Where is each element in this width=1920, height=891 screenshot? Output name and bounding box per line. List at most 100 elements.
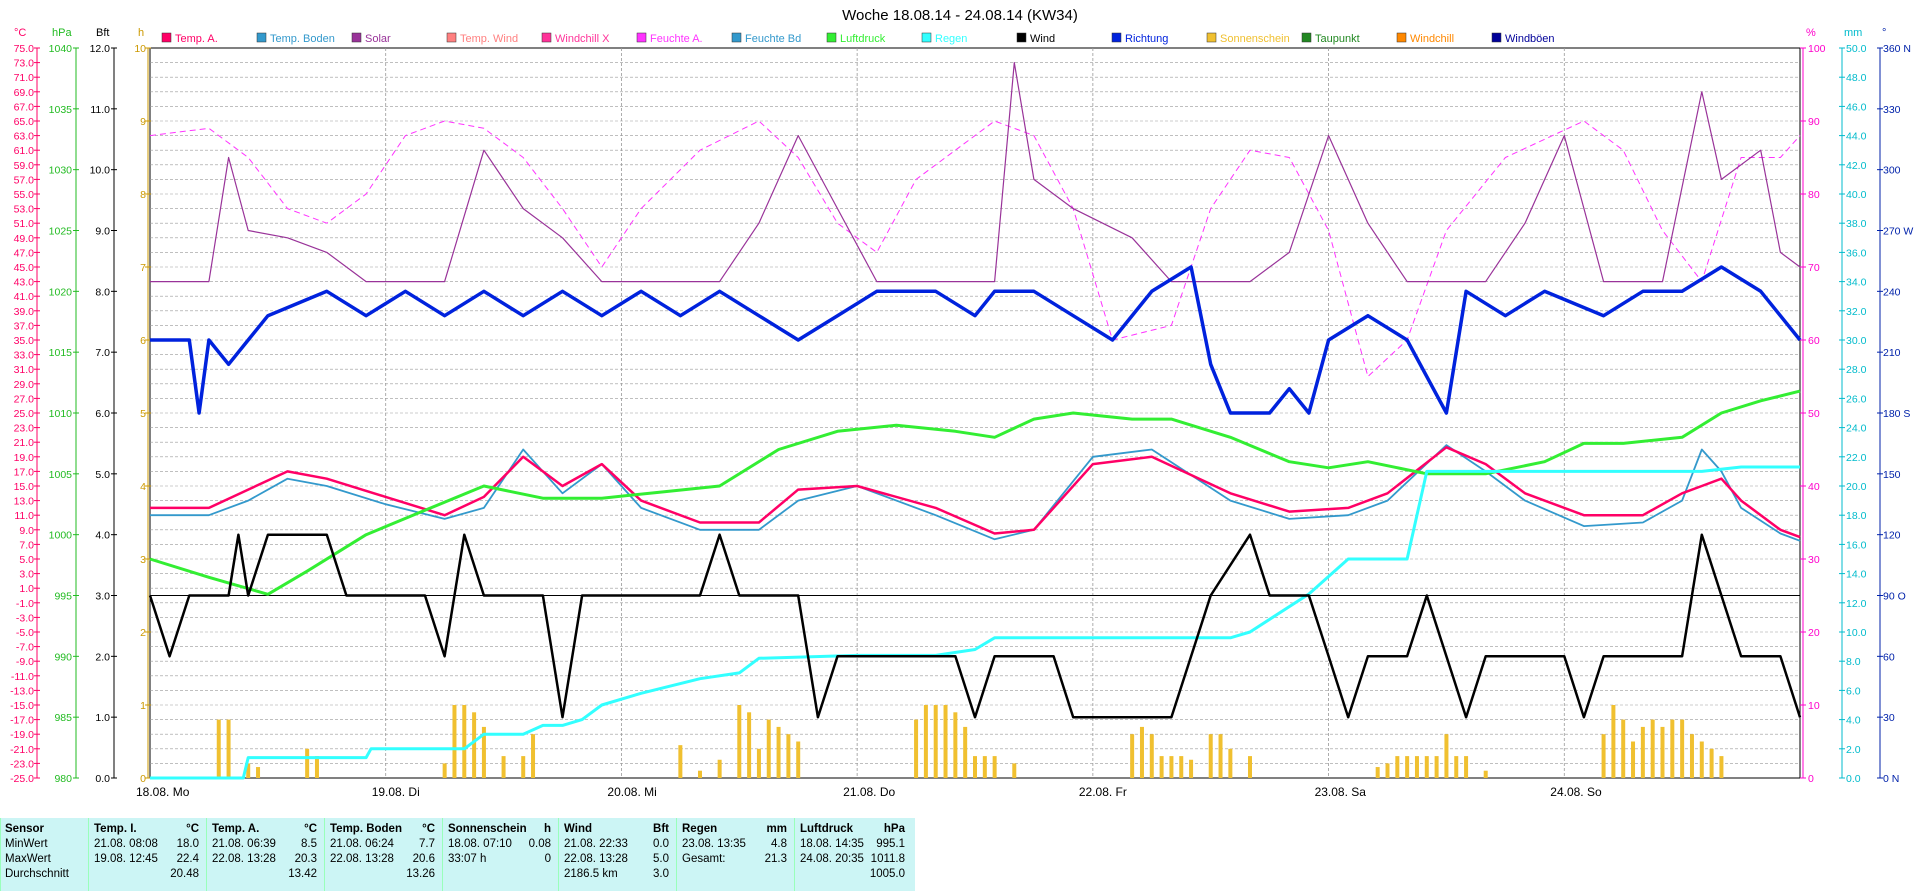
sunshine-bar [1435,756,1439,778]
stats-cell: 8.5 [301,837,317,851]
tick-label: 4.0 [95,530,110,542]
day-label: 20.08. Mi [607,785,656,799]
tick-label: 29.0 [14,379,35,391]
stats-column: Regen mm 23.08. 13:35 4.8 Gesamt: 21.3 [676,818,793,891]
tick-label: 1 [140,700,146,712]
legend-label: Solar [365,33,391,45]
sunshine-bar [1179,756,1183,778]
legend-label: Windchill [1410,33,1454,45]
sunshine-bar [767,720,771,778]
axis-unit: % [1806,27,1816,39]
tick-label: 1010 [49,408,73,420]
stats-cell: 20.3 [295,852,317,866]
tick-label: 32.0 [1846,306,1867,318]
tick-label: 0 [140,773,146,785]
tick-label: 4 [140,481,146,493]
tick-label: 46.0 [1846,101,1867,113]
stats-cell: 1011.8 [871,852,905,866]
stats-cell: Temp. A. [212,822,259,836]
sunshine-bar [737,705,741,778]
stats-column: Temp. I. °C 21.08. 08:08 18.0 19.08. 12:45 22… [88,818,205,891]
tick-label: 26.0 [1846,393,1867,405]
sunshine-bar [1405,756,1409,778]
legend-label: Temp. A. [175,33,218,45]
legend-label: Sonnenschein [1220,33,1290,45]
tick-label: 60 [1883,651,1895,663]
sunshine-bar [462,705,466,778]
tick-label: 2 [140,627,146,639]
legend-swatch [637,33,646,42]
day-label: 24.08. So [1550,785,1602,799]
tick-label: 240 [1883,286,1901,298]
sunshine-bar [983,756,987,778]
legend-swatch [827,33,836,42]
tick-label: -15.0 [10,700,34,712]
tick-label: 1.0 [95,712,110,724]
stats-column: Temp. Boden °C 21.08. 06:24 7.7 22.08. 13:28… [324,818,441,891]
tick-label: 12.0 [1846,598,1867,610]
tick-label: 4.0 [1846,715,1861,727]
sunshine-bar [1228,749,1232,778]
tick-label: 65.0 [14,116,35,128]
sunshine-bar [227,720,231,778]
tick-label: 40.0 [1846,189,1867,201]
tick-label: 1040 [49,43,73,55]
legend-label: Windchill X [555,33,610,45]
axis-unit: ° [1882,27,1886,39]
tick-label: 1025 [49,226,73,238]
tick-label: 19.0 [14,452,35,464]
stats-cell: 24.08. 20:35 [800,852,864,866]
legend-swatch [1492,33,1501,42]
tick-label: 38.0 [1846,218,1867,230]
tick-label: 150 [1883,469,1901,481]
sunshine-bar [786,734,790,778]
tick-label: -17.0 [10,715,34,727]
sunshine-bar [1661,727,1665,778]
tick-label: 75.0 [14,43,35,55]
stats-cell: 18.08. 07:10 [448,837,512,851]
tick-label: 1020 [49,286,73,298]
tick-label: 49.0 [14,233,35,245]
tick-label: 24.0 [1846,423,1867,435]
tick-label: 55.0 [14,189,35,201]
stats-cell: 4.8 [771,837,787,851]
tick-label: 100 [1808,43,1826,55]
tick-label: 10.0 [90,165,111,177]
tick-label: 9.0 [19,525,34,537]
legend-label: Feuchte A. [650,33,703,45]
tick-label: 17.0 [14,466,35,478]
axis-unit: Bft [96,27,109,39]
legend-swatch [542,33,551,42]
sunshine-bar [1248,756,1252,778]
day-label: 19.08. Di [372,785,420,799]
day-label: 18.08. Mo [136,785,190,799]
tick-label: 30.0 [1846,335,1867,347]
tick-label: 5.0 [19,554,34,566]
legend-swatch [257,33,266,42]
sunshine-bar [305,749,309,778]
tick-label: 30 [1883,712,1895,724]
tick-label: -1.0 [16,598,34,610]
tick-label: 1000 [49,530,73,542]
sunshine-bar [678,745,682,778]
tick-label: 73.0 [14,58,35,70]
tick-label: 270 W [1883,226,1913,238]
sunshine-bar [1415,756,1419,778]
tick-label: 980 [54,773,72,785]
tick-label: 51.0 [14,218,35,230]
stats-cell: 22.08. 13:28 [330,852,394,866]
day-label: 22.08. Fr [1079,785,1127,799]
sunshine-bar [1631,742,1635,779]
sunshine-bar [1651,720,1655,778]
stats-column: Sonnenschein h 18.08. 07:10 0.08 33:07 h0 [442,818,557,891]
stats-cell: 5.0 [653,852,669,866]
stats-cell: Bft [653,822,669,836]
stats-cell: Gesamt: [682,852,725,866]
tick-label: 60 [1808,335,1820,347]
stats-cell: °C [304,822,317,836]
tick-label: 35.0 [14,335,35,347]
tick-label: 42.0 [1846,160,1867,172]
tick-label: 10 [1808,700,1820,712]
tick-label: 80 [1808,189,1820,201]
tick-label: 7.0 [95,347,110,359]
